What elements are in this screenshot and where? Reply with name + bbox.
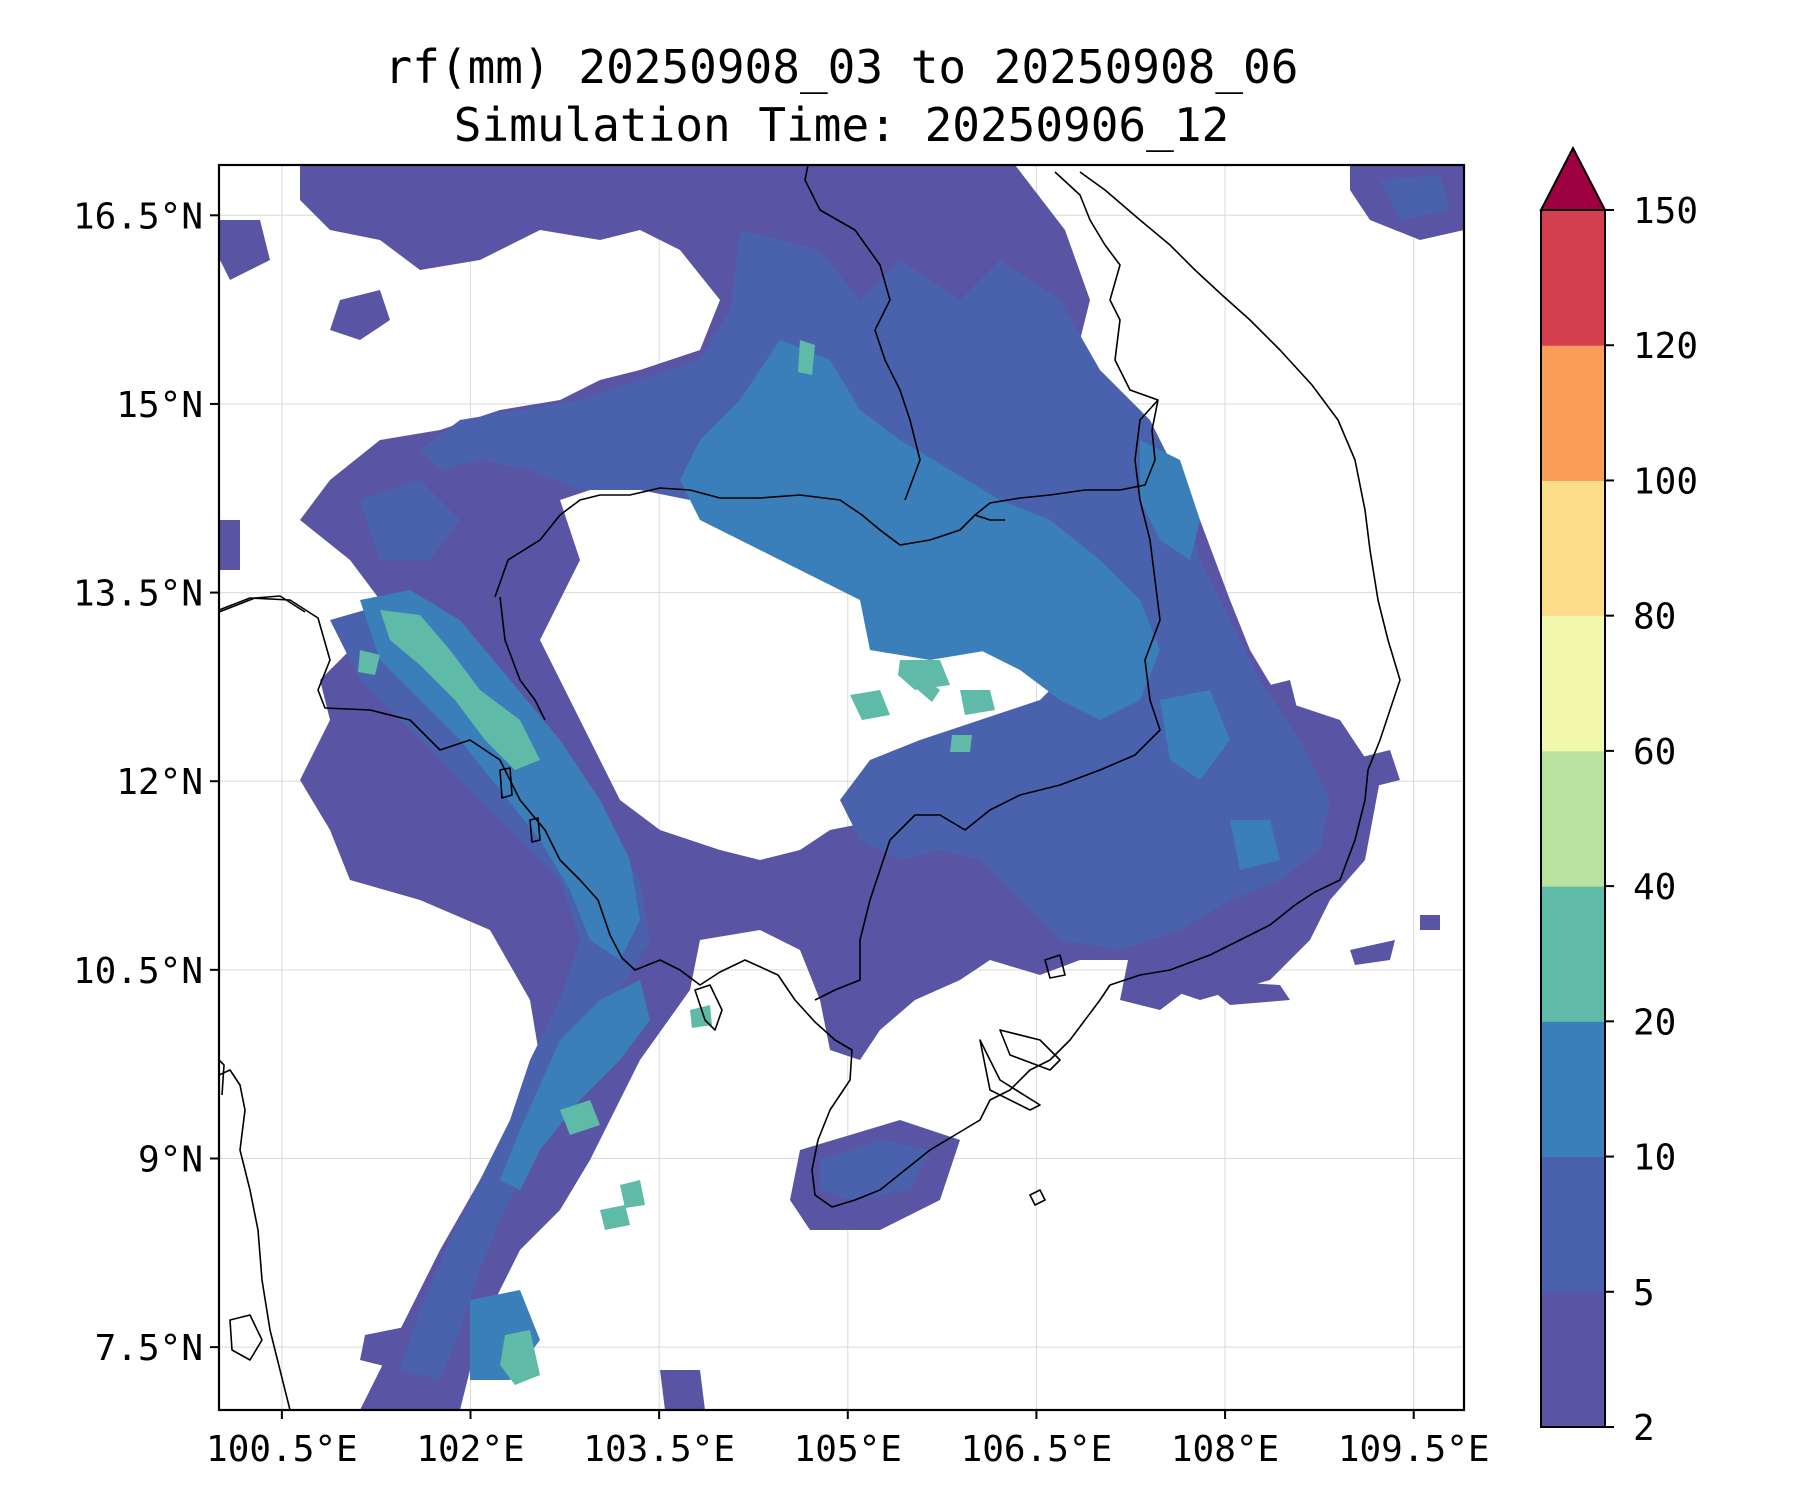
x-tick-label: 102°E [416,1429,524,1470]
colorbar-segment [1541,1291,1605,1428]
colorbar-tick-label: 40 [1633,867,1676,908]
figure-title: rf(mm) 20250908_03 to 20250908_06 Simula… [219,38,1464,154]
colorbar-tick-label: 100 [1633,461,1698,502]
title-line-1: rf(mm) 20250908_03 to 20250908_06 [384,40,1299,94]
x-tick-label: 103.5°E [583,1429,735,1470]
colorbar-tick-label: 150 [1633,191,1698,232]
y-tick-label: 7.5°N [95,1328,203,1369]
colorbar-segment [1541,480,1605,617]
colorbar-segment [1541,345,1605,481]
x-tick-label: 100.5°E [206,1429,358,1470]
colorbar-tick-label: 60 [1633,732,1676,773]
x-tick-label: 105°E [794,1429,902,1470]
colorbar-segment [1541,1021,1605,1158]
x-tick-label: 108°E [1171,1429,1279,1470]
colorbar-tick-label: 5 [1633,1273,1655,1314]
colorbar-segment [1541,750,1605,887]
longitude-axis: 100.5°E 102°E 103.5°E 105°E 106.5°E 108°E 109.… [206,1410,1490,1470]
islands-coastline [219,767,1066,1410]
rain-contours-20-40mm [358,340,995,1385]
colorbar-extend-arrow [1539,145,1607,211]
international-borders [219,165,1161,1001]
y-tick-label: 9°N [138,1139,203,1180]
title-line-2: Simulation Time: 20250906_12 [453,98,1230,152]
colorbar-tick-label: 20 [1633,1002,1676,1043]
latitude-axis: 16.5°N 15°N 13.5°N 12°N 10.5°N 9°N 7.5°N [73,196,219,1369]
gulf-of-thailand-coastline [219,171,1401,1208]
map-frame [217,163,1466,1412]
colorbar-segment [1541,886,1605,1022]
colorbar: 2 5 10 20 40 60 80 100 120 150 [1539,145,1698,1449]
y-tick-label: 10.5°N [73,951,203,992]
x-tick-label: 106.5°E [961,1429,1113,1470]
colorbar-segment [1541,615,1605,752]
y-tick-label: 15°N [116,385,203,426]
colorbar-segment [1541,210,1605,346]
colorbar-frame [1540,209,1606,1428]
coastlines-and-borders [219,165,1401,1410]
colorbar-segment [1541,1156,1605,1293]
colorbar-tick-label: 2 [1633,1408,1655,1449]
colorbar-tick-label: 80 [1633,597,1676,638]
colorbar-tick-label: 120 [1633,326,1698,367]
x-tick-label: 109.5°E [1338,1429,1490,1470]
y-tick-label: 12°N [116,762,203,803]
y-tick-label: 16.5°N [73,196,203,237]
map-panel [217,163,1466,1412]
colorbar-tick-label: 10 [1633,1138,1676,1179]
y-tick-label: 13.5°N [73,574,203,615]
